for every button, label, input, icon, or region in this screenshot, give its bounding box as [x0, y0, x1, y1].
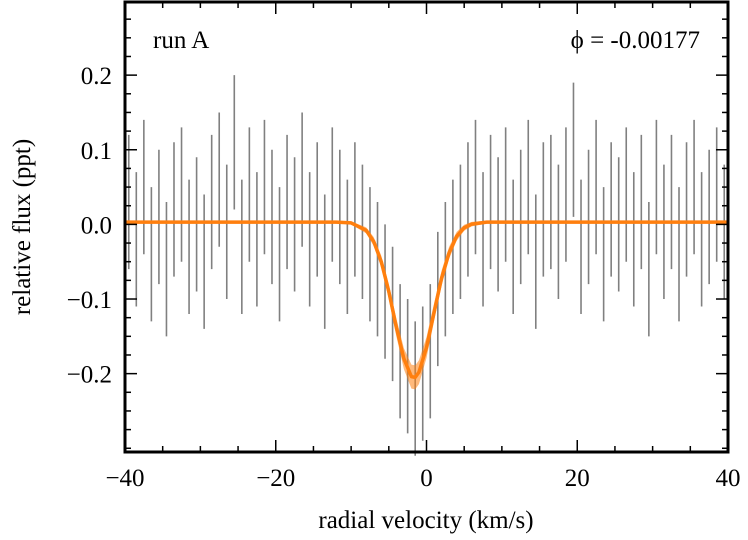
x-tick-label: 0 — [420, 465, 433, 492]
annotation: run A — [153, 27, 209, 54]
x-tick-label: 20 — [565, 465, 590, 492]
y-tick-label: −0.2 — [67, 362, 112, 389]
x-tick-label: 40 — [716, 465, 741, 492]
y-tick-label: 0.0 — [81, 212, 112, 239]
y-tick-label: −0.1 — [67, 287, 112, 314]
x-tick-label: −20 — [256, 465, 295, 492]
model-band — [125, 220, 728, 390]
y-tick-label: 0.2 — [81, 63, 112, 90]
model-line — [125, 220, 728, 380]
y-tick-label: 0.1 — [81, 138, 112, 165]
x-tick-label: −40 — [105, 465, 144, 492]
annotation: ϕ = -0.00177 — [571, 27, 700, 54]
x-axis-label: radial velocity (km/s) — [318, 507, 533, 534]
y-axis-label: relative flux (ppt) — [9, 139, 36, 315]
plot-frame — [123, 0, 730, 454]
